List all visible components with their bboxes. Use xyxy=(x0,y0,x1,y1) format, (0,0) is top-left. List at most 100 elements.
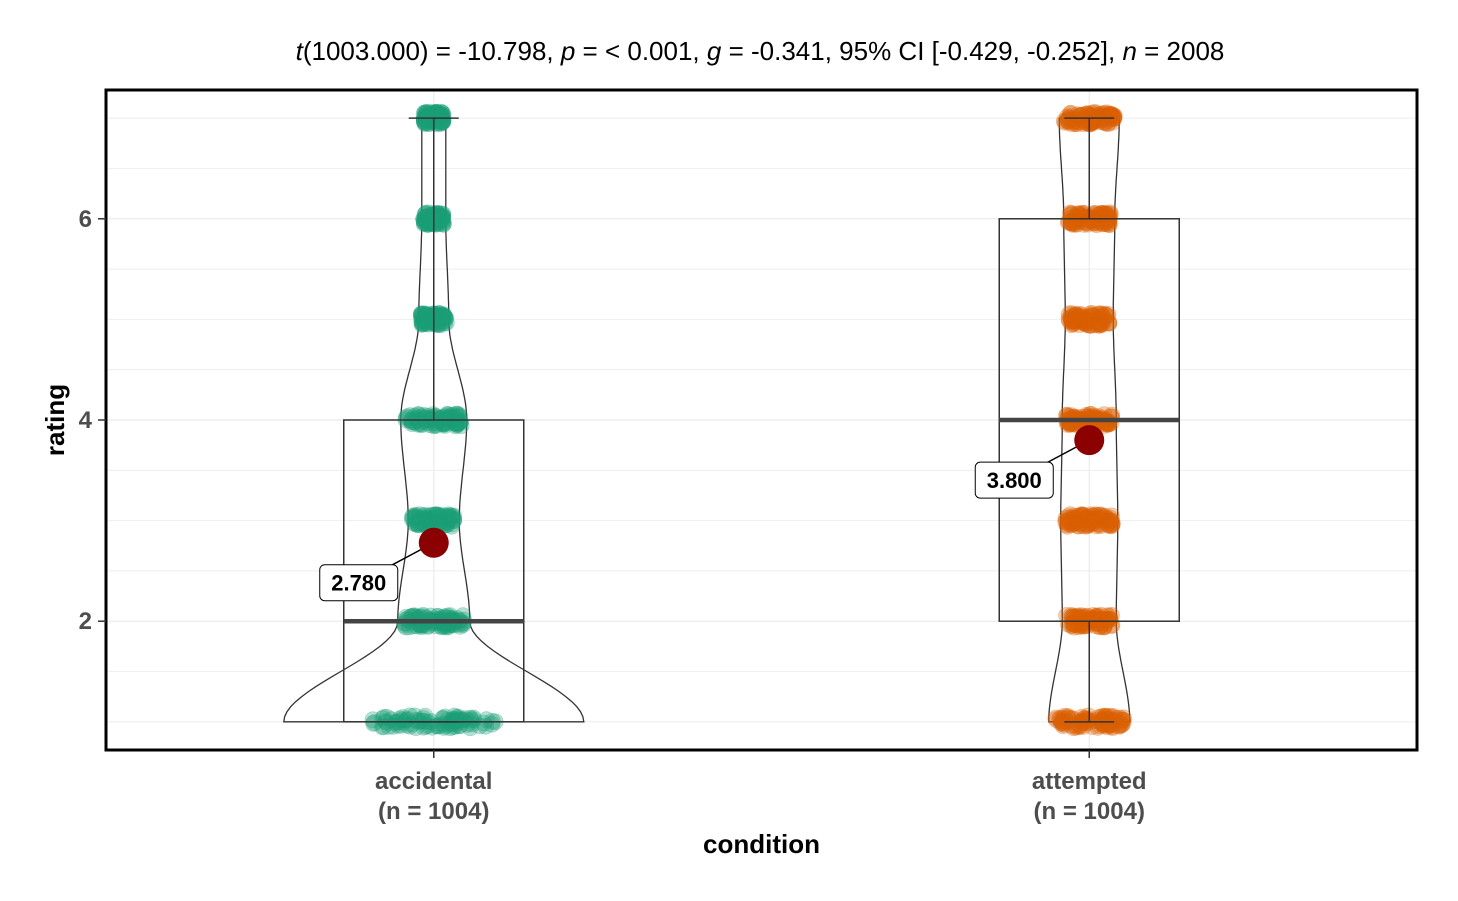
data-point xyxy=(483,715,501,733)
data-point xyxy=(423,109,441,126)
data-point xyxy=(447,715,465,733)
data-point xyxy=(1096,510,1113,527)
data-point xyxy=(419,511,437,529)
data-point xyxy=(1099,115,1117,133)
data-point xyxy=(1085,307,1102,324)
data-point xyxy=(435,216,452,233)
x-axis: accidental (n = 1004) attempted (n = 1004) xyxy=(375,750,1147,825)
data-point xyxy=(1115,714,1132,731)
data-point xyxy=(1068,311,1085,329)
data-point xyxy=(427,104,445,121)
data-point xyxy=(1066,208,1084,226)
data-point xyxy=(1091,309,1109,327)
data-point xyxy=(1070,614,1087,631)
data-point xyxy=(418,104,436,121)
data-point xyxy=(424,209,441,226)
data-point xyxy=(417,510,435,527)
data-point xyxy=(1079,710,1097,728)
data-point xyxy=(1093,108,1111,125)
data-point xyxy=(426,506,444,524)
data-point xyxy=(1083,114,1100,132)
data-point xyxy=(426,111,443,128)
data-point xyxy=(1105,708,1122,725)
data-point xyxy=(1075,617,1092,635)
data-point xyxy=(438,508,456,526)
data-point xyxy=(1087,205,1105,222)
data-point xyxy=(1105,107,1123,124)
data-point xyxy=(413,305,430,323)
data-point xyxy=(1096,708,1113,726)
data-point xyxy=(1051,711,1068,728)
data-point xyxy=(409,516,427,534)
data-point xyxy=(433,209,451,227)
data-point xyxy=(1060,508,1077,525)
data-point xyxy=(414,315,431,333)
data-point xyxy=(450,710,467,728)
data-point xyxy=(1100,707,1117,725)
data-point xyxy=(383,711,400,728)
data-point xyxy=(413,511,431,529)
data-point xyxy=(431,107,449,125)
data-point xyxy=(418,312,436,330)
data-point xyxy=(434,212,452,229)
data-point xyxy=(426,207,444,225)
data-point xyxy=(1100,314,1117,332)
data-point xyxy=(1089,515,1107,533)
data-point xyxy=(1082,510,1099,528)
data-point xyxy=(1082,506,1099,524)
data-point xyxy=(1065,513,1082,531)
data-point xyxy=(433,104,450,121)
data-point xyxy=(1071,515,1088,533)
data-point xyxy=(1059,112,1076,129)
data-point xyxy=(1088,506,1105,524)
data-point xyxy=(447,414,465,432)
data-point xyxy=(436,309,454,327)
data-point xyxy=(1091,315,1109,332)
data-point xyxy=(455,711,472,729)
data-point xyxy=(415,211,433,229)
data-point xyxy=(1092,111,1109,128)
data-point xyxy=(1087,614,1105,632)
data-point xyxy=(416,511,434,529)
data-point xyxy=(1065,315,1082,333)
data-point xyxy=(1092,508,1110,526)
data-point xyxy=(1091,315,1108,333)
data-point xyxy=(434,206,452,223)
data-point xyxy=(1094,711,1111,729)
data-point xyxy=(419,215,437,233)
data-point xyxy=(431,315,449,333)
data-point xyxy=(429,508,447,526)
data-point xyxy=(420,307,438,324)
data-point xyxy=(1063,115,1081,133)
y-tick-label: 6 xyxy=(79,206,92,233)
data-point xyxy=(1072,506,1090,524)
data-point xyxy=(431,209,448,227)
data-point xyxy=(1060,615,1077,633)
data-point xyxy=(431,410,448,428)
data-point xyxy=(415,211,433,228)
data-point xyxy=(1091,316,1109,334)
data-point xyxy=(1083,312,1100,330)
data-point xyxy=(1068,306,1085,324)
data-point xyxy=(424,112,441,130)
data-point xyxy=(1087,611,1104,629)
data-point xyxy=(1071,610,1088,628)
data-point xyxy=(406,508,424,526)
data-point xyxy=(1094,204,1111,222)
data-point xyxy=(427,210,445,227)
data-point xyxy=(1077,611,1095,629)
data-point xyxy=(427,112,445,130)
data-point xyxy=(423,309,440,326)
data-point xyxy=(1100,314,1118,332)
data-point xyxy=(452,417,470,434)
data-point xyxy=(1068,115,1086,133)
data-point xyxy=(1098,610,1115,628)
data-point xyxy=(1099,607,1116,625)
data-point xyxy=(413,314,431,332)
data-point xyxy=(1091,510,1109,528)
data-point xyxy=(419,208,437,226)
data-point xyxy=(449,414,467,432)
data-point xyxy=(413,512,430,529)
data-point xyxy=(419,311,437,328)
data-point xyxy=(416,206,434,223)
